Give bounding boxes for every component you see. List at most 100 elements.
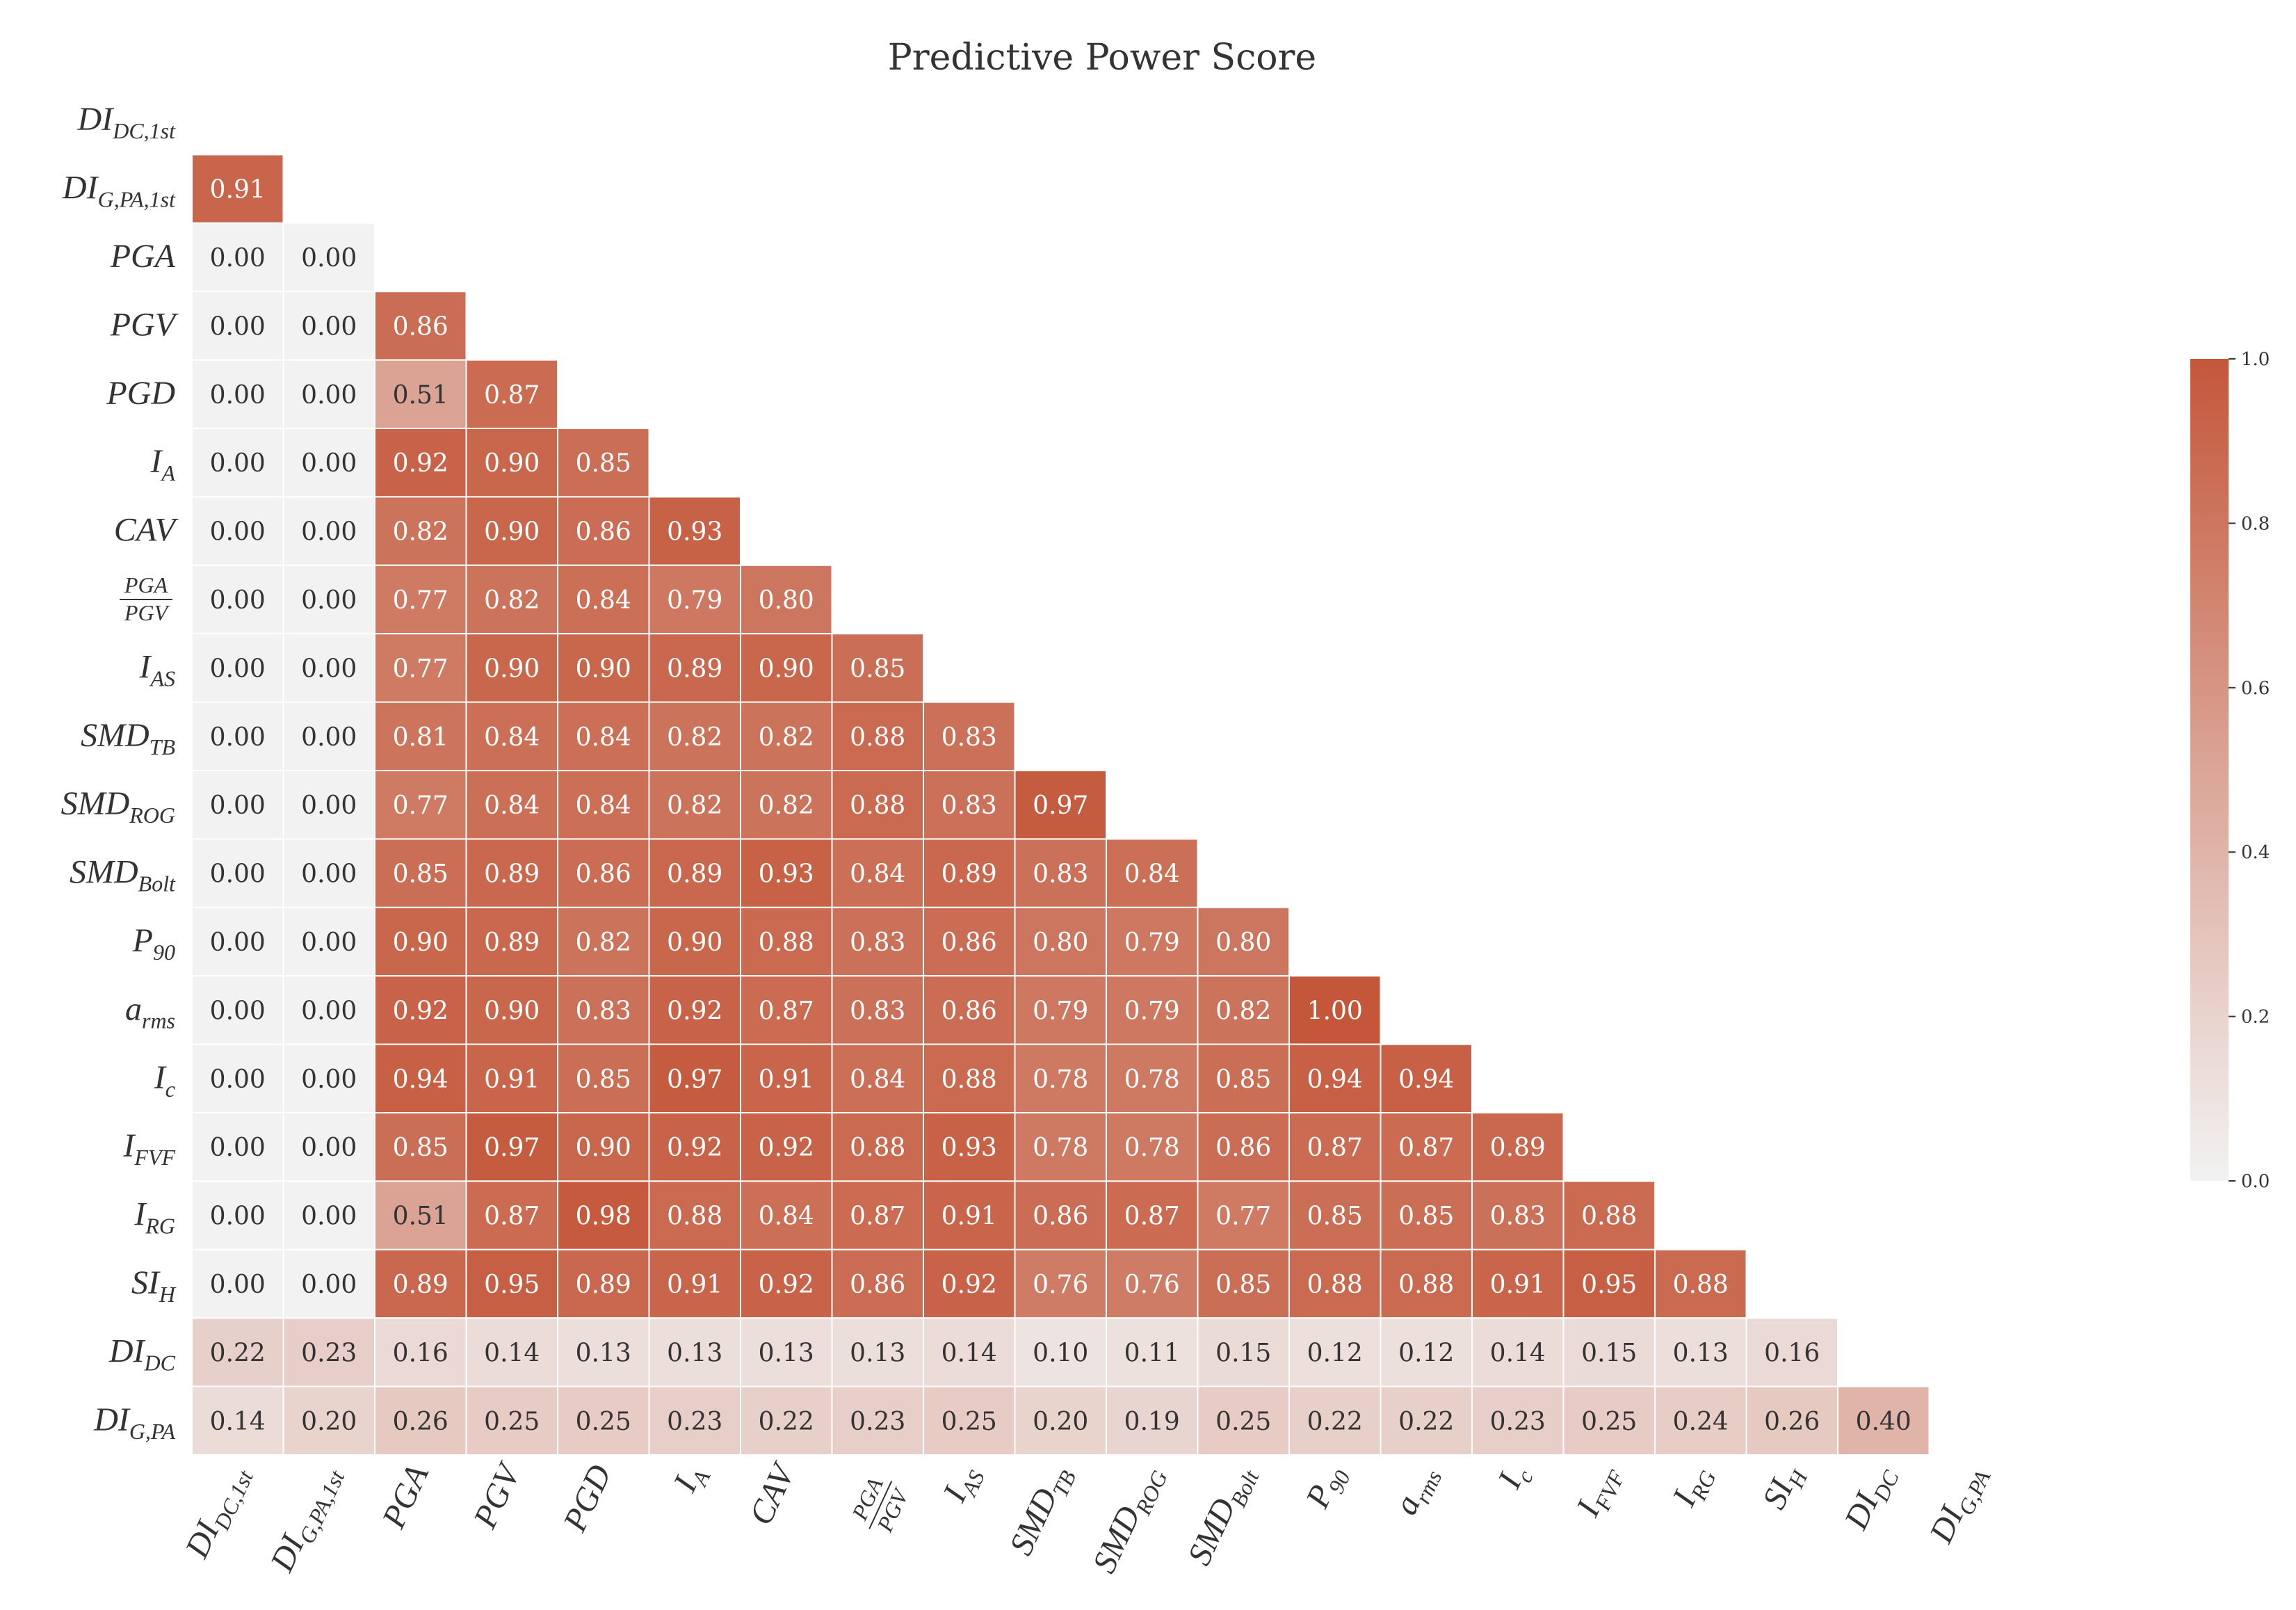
heatmap-cell-rect (831, 770, 924, 840)
heatmap-cell: 0.88 (1288, 1248, 1382, 1319)
heatmap-cell: 0.94 (1380, 1043, 1473, 1113)
heatmap-cell-rect (1106, 1043, 1199, 1113)
heatmap-cell-value: 0.98 (576, 1202, 631, 1231)
heatmap-cell: 0.00 (191, 1043, 284, 1113)
heatmap-cell-rect (191, 496, 284, 566)
heatmap-cell-rect (282, 496, 375, 566)
heatmap-cell-value: 0.80 (759, 586, 814, 615)
heatmap-cell-rect (1014, 975, 1107, 1045)
heatmap-cell: 0.92 (374, 975, 467, 1045)
colorbar-tick-label: 0.6 (2241, 678, 2270, 699)
heatmap-cell-rect (465, 838, 558, 908)
heatmap-cell: 0.87 (831, 1180, 924, 1250)
row-label: IRG (134, 1196, 175, 1239)
heatmap-cell-value: 0.88 (941, 1065, 997, 1094)
heatmap-cell-value: 0.91 (667, 1271, 722, 1299)
heatmap-cell-value: 0.92 (667, 997, 722, 1025)
heatmap-cell-value: 0.90 (393, 928, 448, 957)
heatmap-cell-value: 0.00 (210, 1202, 266, 1231)
heatmap-cell: 0.84 (465, 701, 558, 771)
heatmap-cell: 0.90 (557, 1112, 650, 1182)
heatmap-cell: 0.00 (191, 359, 284, 429)
heatmap-cell-value: 0.20 (301, 1408, 357, 1436)
heatmap-cell: 0.76 (1106, 1248, 1199, 1319)
heatmap-cell-rect (191, 1385, 284, 1456)
heatmap-cell: 0.79 (1014, 975, 1107, 1045)
heatmap-cell: 0.77 (374, 633, 467, 703)
heatmap-cell-rect (1106, 1112, 1199, 1182)
heatmap-cell-rect (648, 564, 741, 635)
heatmap-cell: 0.87 (1106, 1180, 1199, 1250)
heatmap-cell-value: 0.83 (941, 791, 997, 820)
heatmap-cell: 0.81 (374, 701, 467, 771)
heatmap-cell-rect (465, 428, 558, 498)
heatmap-cell: 0.94 (1288, 1043, 1382, 1113)
heatmap-cell-value: 0.84 (484, 791, 540, 820)
heatmap-cell: 0.87 (740, 975, 833, 1045)
heatmap-cell-value: 0.88 (667, 1202, 722, 1231)
heatmap-cell-rect (923, 975, 1016, 1045)
heatmap-cell-value: 0.92 (759, 1134, 814, 1162)
heatmap-cell-value: 0.87 (759, 997, 814, 1025)
row-label: Ic (154, 1059, 175, 1102)
heatmap-cell: 0.85 (374, 838, 467, 908)
heatmap-cell-value: 0.95 (1581, 1271, 1637, 1299)
heatmap-cell-rect (557, 1112, 650, 1182)
row-label: SMDROG (61, 785, 175, 828)
heatmap-cell-rect (648, 496, 741, 566)
heatmap-cell-value: 0.22 (210, 1339, 266, 1367)
heatmap-cell: 0.86 (923, 906, 1016, 977)
heatmap-cell-value: 0.84 (576, 723, 631, 752)
column-label: P90 (1298, 1459, 1355, 1516)
heatmap-cell-value: 0.00 (301, 449, 357, 478)
heatmap-cell-rect (282, 428, 375, 498)
heatmap-cell-rect (1014, 1248, 1107, 1319)
heatmap-cell-value: 0.83 (850, 928, 905, 957)
heatmap-cell-value: 0.00 (210, 997, 266, 1025)
heatmap-cell-rect (465, 496, 558, 566)
heatmap-cell-value: 0.94 (1398, 1065, 1454, 1094)
row-label: SIH (131, 1264, 177, 1307)
heatmap-cell-value: 0.79 (1124, 997, 1180, 1025)
heatmap-cell: 0.00 (282, 291, 375, 361)
heatmap-cell: 0.80 (740, 564, 833, 635)
heatmap-cell-value: 0.84 (850, 1065, 905, 1094)
row-label: PGV (110, 306, 179, 343)
heatmap-cell-value: 0.92 (941, 1271, 997, 1299)
heatmap-cell: 0.90 (465, 633, 558, 703)
heatmap-cell: 0.88 (831, 770, 924, 840)
column-label: PGV (466, 1456, 528, 1534)
heatmap-cell-value: 0.85 (576, 449, 631, 478)
heatmap-cell-value: 0.89 (484, 860, 540, 889)
heatmap-cell: 0.00 (191, 1112, 284, 1182)
heatmap-cell-value: 0.00 (301, 1065, 357, 1094)
heatmap-cell-value: 0.88 (850, 723, 905, 752)
heatmap-cell-rect (1471, 1112, 1565, 1182)
heatmap-cell: 0.78 (1014, 1043, 1107, 1113)
heatmap-cell-value: 0.25 (1215, 1408, 1271, 1436)
heatmap-cell-value: 0.00 (301, 1202, 357, 1231)
heatmap-cell-value: 0.77 (393, 791, 448, 820)
heatmap-cell-rect (923, 770, 1016, 840)
heatmap-cell-value: 0.90 (576, 1134, 631, 1162)
heatmap-cell-value: 0.77 (1215, 1202, 1271, 1231)
heatmap-cell-value: 0.20 (1033, 1408, 1088, 1436)
heatmap-cell-rect (648, 838, 741, 908)
heatmap-cell-rect (1014, 770, 1107, 840)
heatmap-cell: 0.00 (282, 770, 375, 840)
heatmap-cell-rect (831, 1112, 924, 1182)
heatmap-cell-rect (282, 1180, 375, 1250)
heatmap-cell-value: 0.84 (576, 791, 631, 820)
heatmap-cell: 0.25 (1562, 1385, 1656, 1456)
heatmap-cell-value: 0.92 (393, 997, 448, 1025)
heatmap-cell: 0.91 (923, 1180, 1016, 1250)
heatmap-cell-value: 0.10 (1033, 1339, 1088, 1367)
heatmap-cell-value: 0.83 (1490, 1202, 1546, 1231)
heatmap-cell: 0.00 (282, 564, 375, 635)
heatmap-cell: 0.79 (1106, 906, 1199, 977)
heatmap-cell-value: 0.90 (484, 654, 540, 683)
heatmap-cell: 0.00 (191, 496, 284, 566)
heatmap-cell: 0.89 (465, 906, 558, 977)
heatmap-cell-value: 0.00 (210, 1065, 266, 1094)
